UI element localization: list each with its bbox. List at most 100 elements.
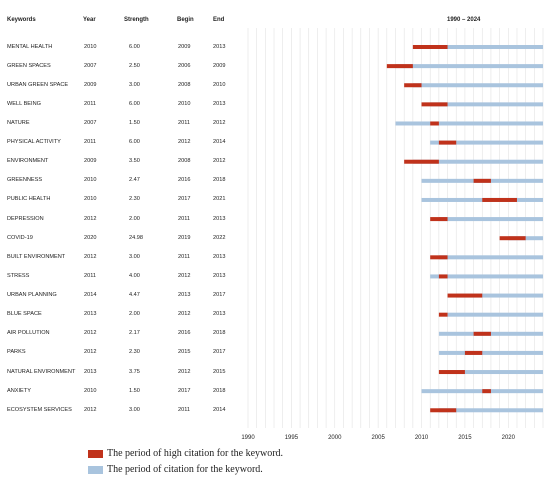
strength-cell: 4.00	[129, 272, 140, 279]
keyword-cell: NATURE	[7, 119, 30, 126]
begin-cell: 2016	[178, 330, 191, 337]
end-cell: 2022	[213, 234, 226, 241]
year-cell: 2012	[84, 330, 97, 337]
burst-period-bar	[421, 102, 448, 107]
x-tick-label: 2000	[328, 435, 342, 441]
strength-cell: 3.75	[129, 368, 140, 375]
burst-period-bar	[499, 236, 526, 241]
year-cell: 2010	[84, 177, 97, 184]
citation-period-bar	[395, 121, 543, 126]
legend-label-citation: The period of citation for the keyword.	[107, 464, 263, 475]
end-cell: 2012	[213, 158, 226, 165]
strength-cell: 2.00	[129, 311, 140, 318]
strength-cell: 2.30	[129, 196, 140, 203]
burst-period-bar	[430, 408, 457, 413]
citation-period-bar	[447, 312, 543, 317]
strength-cell: 6.00	[129, 100, 140, 107]
end-cell: 2010	[213, 81, 226, 88]
strength-cell: 24.98	[129, 234, 143, 241]
legend-label-high-citation: The period of high citation for the keyw…	[107, 448, 284, 459]
x-tick-label: 2010	[415, 435, 429, 441]
burst-period-bar	[412, 45, 448, 49]
end-cell: 2014	[213, 139, 226, 146]
begin-cell: 2016	[178, 177, 191, 184]
citation-period-bar	[430, 274, 543, 279]
keyword-cell: AIR POLLUTION	[7, 330, 50, 337]
year-cell: 2007	[84, 62, 97, 69]
strength-cell: 3.00	[129, 253, 140, 260]
end-cell: 2013	[213, 215, 226, 222]
citation-period-bar	[395, 64, 543, 69]
strength-cell: 6.00	[129, 43, 140, 50]
begin-cell: 2011	[178, 253, 191, 260]
begin-cell: 2012	[178, 139, 191, 146]
citation-period-bar	[430, 140, 543, 145]
strength-cell: 3.50	[129, 158, 140, 165]
begin-cell: 2012	[178, 368, 191, 375]
burst-period-bar	[482, 197, 517, 202]
burst-period-bar	[438, 312, 448, 317]
burst-period-bar	[430, 217, 448, 222]
citation-period-bar	[438, 217, 543, 222]
year-cell: 2012	[84, 215, 97, 222]
keyword-cell: ECOSYSTEM SERVICES	[7, 406, 72, 413]
begin-cell: 2012	[178, 272, 191, 279]
year-cell: 2009	[84, 158, 97, 165]
strength-cell: 4.47	[129, 292, 140, 299]
year-cell: 2009	[84, 81, 97, 88]
burst-period-bar	[473, 178, 491, 183]
burst-period-bar	[438, 370, 465, 375]
citation-period-bar	[438, 350, 543, 355]
legend-swatch-citation	[88, 466, 103, 474]
burst-period-bar	[438, 140, 457, 145]
end-cell: 2017	[213, 292, 226, 299]
citation-period-bar	[430, 102, 543, 107]
keyword-cell: BLUE SPACE	[7, 311, 42, 318]
begin-cell: 2011	[178, 215, 191, 222]
citation-period-bar	[438, 408, 543, 413]
keyword-cell: PHYSICAL ACTIVITY	[7, 139, 61, 146]
begin-cell: 2019	[178, 234, 191, 241]
year-cell: 2013	[84, 311, 97, 318]
year-cell: 2014	[84, 292, 97, 299]
begin-cell: 2006	[178, 62, 191, 69]
end-cell: 2009	[213, 62, 226, 69]
begin-cell: 2017	[178, 387, 191, 394]
burst-period-bar	[438, 274, 448, 279]
keyword-cell: BUILT ENVIRONMENT	[7, 253, 66, 260]
begin-cell: 2010	[178, 100, 191, 107]
strength-cell: 2.50	[129, 62, 140, 69]
x-tick-label: 1990	[241, 435, 255, 441]
keyword-cell: NATURAL ENVIRONMENT	[7, 368, 76, 375]
end-cell: 2018	[213, 330, 226, 337]
citation-period-bar	[421, 45, 543, 49]
year-cell: 2012	[84, 406, 97, 413]
keyword-cell: PARKS	[7, 349, 26, 356]
keyword-cell: ENVIRONMENT	[7, 158, 49, 165]
begin-cell: 2017	[178, 196, 191, 203]
end-cell: 2014	[213, 406, 226, 413]
header-begin: Begin	[177, 17, 194, 23]
keyword-cell: ANXIETY	[7, 387, 31, 394]
citation-period-bar	[508, 236, 543, 241]
burst-period-bar	[404, 159, 439, 164]
strength-cell: 2.00	[129, 215, 140, 222]
x-tick-label: 2015	[458, 435, 472, 441]
burst-period-bar	[386, 64, 413, 69]
header-year: Year	[83, 17, 96, 23]
keyword-cell: GREEN SPACES	[7, 62, 51, 69]
end-cell: 2015	[213, 368, 226, 375]
end-cell: 2013	[213, 272, 226, 279]
header-strength: Strength	[124, 17, 149, 23]
keyword-cell: URBAN GREEN SPACE	[7, 81, 69, 88]
year-cell: 2020	[84, 234, 97, 241]
burst-period-bar	[430, 121, 439, 126]
strength-cell: 1.50	[129, 387, 140, 394]
burst-period-bar	[447, 293, 483, 298]
strength-cell: 2.30	[129, 349, 140, 356]
header-year-range: 1990 – 2024	[447, 17, 481, 23]
year-cell: 2010	[84, 43, 97, 50]
strength-cell: 3.00	[129, 406, 140, 413]
end-cell: 2013	[213, 100, 226, 107]
